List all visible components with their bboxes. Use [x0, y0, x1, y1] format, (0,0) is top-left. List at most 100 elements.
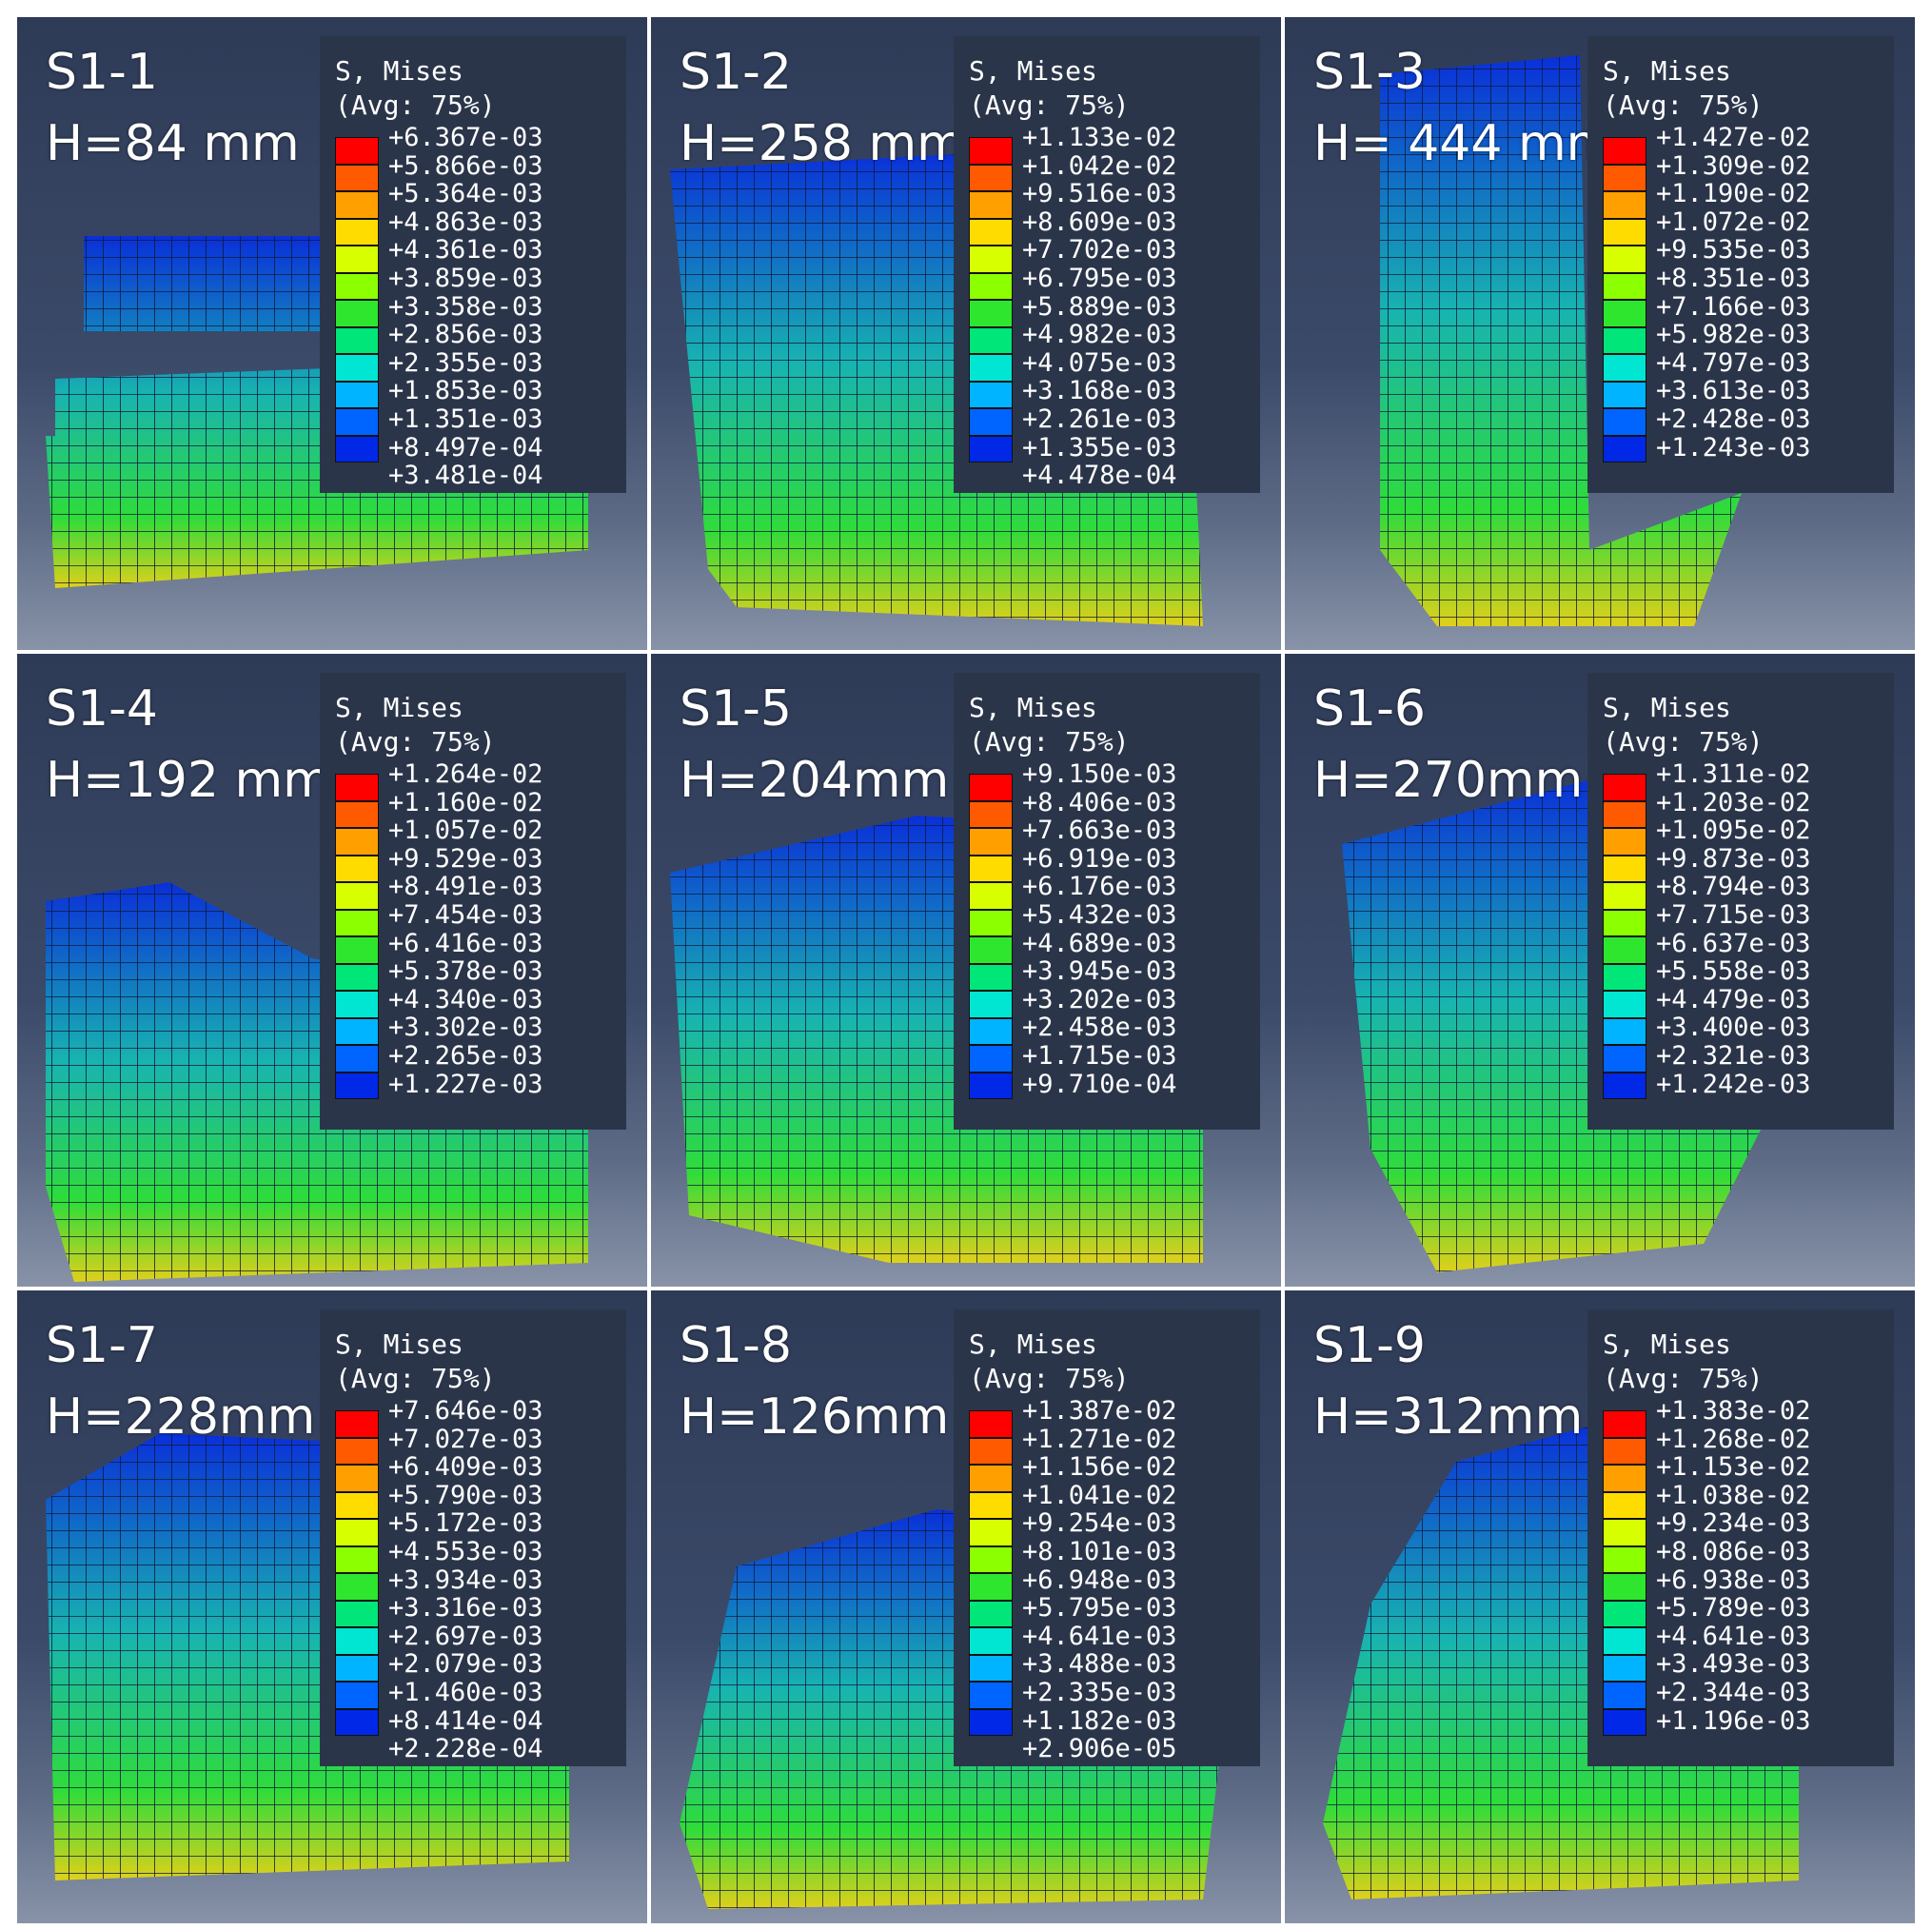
- legend-swatch: [969, 354, 1013, 382]
- legend-swatch: [1603, 909, 1646, 936]
- legend-value: +9.535e-03: [1656, 235, 1811, 266]
- legend-color-scale: [335, 1410, 379, 1736]
- contour-legend: S, Mises (Avg: 75%) +1.383e-02 +1.268e-02 +1…: [1587, 1309, 1894, 1766]
- legend-value: +2.428e-03: [1656, 404, 1811, 434]
- legend-color-scale: [969, 774, 1013, 1099]
- legend-averaging: (Avg: 75%): [335, 89, 496, 121]
- legend-swatch: [335, 300, 379, 327]
- legend-swatch: [1603, 800, 1646, 828]
- contour-panel-s1-9: S1-9 H=312mm S, Mises (Avg: 75%) +1.383e-02 +…: [1285, 1290, 1915, 1923]
- legend-value: +8.794e-03: [1656, 872, 1811, 902]
- legend-title: S, Mises: [1603, 1329, 1731, 1360]
- legend-value: +1.311e-02: [1656, 759, 1811, 789]
- legend-value: +4.797e-03: [1656, 347, 1811, 378]
- legend-value: +7.715e-03: [1656, 899, 1811, 930]
- legend-swatch: [335, 1682, 379, 1709]
- contour-legend: S, Mises (Avg: 75%) +1.133e-02 +1.042e-02 +9…: [954, 36, 1260, 493]
- legend-swatch: [335, 828, 379, 856]
- contour-legend: S, Mises (Avg: 75%) +1.311e-02 +1.203e-02 +1…: [1587, 673, 1894, 1130]
- legend-value: +1.227e-03: [388, 1069, 543, 1099]
- panel-height-label: H=312mm: [1313, 1388, 1584, 1446]
- legend-swatch: [1603, 272, 1646, 300]
- legend-value: +2.265e-03: [388, 1040, 543, 1071]
- legend-swatch: [1603, 963, 1646, 991]
- legend-swatch: [335, 774, 379, 801]
- legend-swatch: [969, 1627, 1013, 1655]
- legend-value: +4.478e-04: [1022, 461, 1177, 491]
- legend-swatch: [969, 1465, 1013, 1492]
- legend-swatch: [335, 1545, 379, 1573]
- legend-value: +5.795e-03: [1022, 1593, 1177, 1624]
- legend-swatch: [1603, 137, 1646, 165]
- contour-panel-s1-3: S1-3 H= 444 mm S, Mises (Avg: 75%) +1.427e-0…: [1285, 17, 1915, 650]
- legend-value: +4.340e-03: [388, 984, 543, 1014]
- panel-id-label: S1-7: [46, 1317, 158, 1374]
- legend-value: +3.400e-03: [1656, 1013, 1811, 1043]
- legend-swatch: [1603, 1072, 1646, 1099]
- legend-swatch: [1603, 246, 1646, 273]
- legend-values: +1.387e-02 +1.271e-02 +1.156e-02 +1.041e-02…: [1022, 1397, 1177, 1763]
- contour-legend: S, Mises (Avg: 75%) +6.367e-03 +5.866e-03 +5…: [320, 36, 626, 493]
- legend-swatch: [1603, 1410, 1646, 1438]
- legend-value: +1.133e-02: [1022, 123, 1177, 152]
- legend-value: +1.072e-02: [1656, 207, 1811, 237]
- legend-color-scale: [969, 1410, 1013, 1736]
- legend-value: +2.458e-03: [1022, 1013, 1177, 1043]
- legend-value: +8.406e-03: [1022, 787, 1177, 817]
- legend-value: +4.553e-03: [388, 1536, 543, 1566]
- contour-panel-s1-2: S1-2 H=258 mm S, Mises (Avg: 75%) +1.133e-02…: [651, 17, 1281, 650]
- legend-value: +6.938e-03: [1656, 1565, 1811, 1595]
- legend-value: +4.982e-03: [1022, 320, 1177, 350]
- legend-values: +9.150e-03 +8.406e-03 +7.663e-03 +6.919e-03…: [1022, 760, 1177, 1098]
- panel-id-label: S1-9: [1313, 1317, 1426, 1374]
- legend-swatch: [1603, 435, 1646, 463]
- legend-swatch: [1603, 300, 1646, 327]
- legend-swatch: [969, 1045, 1013, 1073]
- legend-value: +6.919e-03: [1022, 843, 1177, 874]
- legend-value: +8.086e-03: [1656, 1536, 1811, 1566]
- legend-swatch: [335, 326, 379, 354]
- legend-swatch: [1603, 828, 1646, 856]
- legend-swatch: [335, 855, 379, 882]
- legend-value: +5.866e-03: [388, 150, 543, 181]
- legend-value: +7.454e-03: [388, 899, 543, 930]
- legend-value: +7.702e-03: [1022, 235, 1177, 266]
- legend-value: +7.166e-03: [1656, 291, 1811, 322]
- panel-height-label: H=228mm: [46, 1388, 316, 1446]
- legend-value: +4.641e-03: [1022, 1621, 1177, 1651]
- legend-swatch: [335, 435, 379, 463]
- legend-swatch: [335, 381, 379, 408]
- legend-swatch: [969, 1410, 1013, 1438]
- legend-swatch: [335, 1410, 379, 1438]
- legend-value: +2.344e-03: [1656, 1677, 1811, 1707]
- legend-value: +4.689e-03: [1022, 928, 1177, 958]
- legend-swatch: [335, 936, 379, 964]
- panel-id-label: S1-2: [680, 44, 792, 101]
- legend-swatch: [335, 882, 379, 910]
- legend-value: +1.190e-02: [1656, 179, 1811, 209]
- legend-color-scale: [335, 137, 379, 463]
- legend-value: +1.427e-02: [1656, 123, 1811, 152]
- contour-legend: S, Mises (Avg: 75%) +7.646e-03 +7.027e-03 +6…: [320, 1309, 626, 1766]
- legend-swatch: [1603, 936, 1646, 964]
- legend-swatch: [335, 1600, 379, 1627]
- legend-swatch: [969, 1545, 1013, 1573]
- legend-averaging: (Avg: 75%): [1603, 1363, 1764, 1394]
- legend-swatch: [969, 381, 1013, 408]
- legend-swatch: [1603, 191, 1646, 219]
- legend-value: +6.176e-03: [1022, 872, 1177, 902]
- legend-value: +8.351e-03: [1656, 263, 1811, 293]
- legend-swatch: [1603, 354, 1646, 382]
- legend-value: +9.529e-03: [388, 843, 543, 874]
- legend-value: +1.355e-03: [1022, 432, 1177, 463]
- legend-value: +2.856e-03: [388, 320, 543, 350]
- legend-value: +2.335e-03: [1022, 1677, 1177, 1707]
- legend-value: +1.196e-03: [1656, 1705, 1811, 1736]
- legend-value: +1.853e-03: [388, 376, 543, 406]
- legend-value: +2.228e-04: [388, 1734, 543, 1764]
- legend-value: +6.416e-03: [388, 928, 543, 958]
- legend-swatch: [335, 354, 379, 382]
- legend-value: +4.641e-03: [1656, 1621, 1811, 1651]
- legend-swatch: [335, 218, 379, 246]
